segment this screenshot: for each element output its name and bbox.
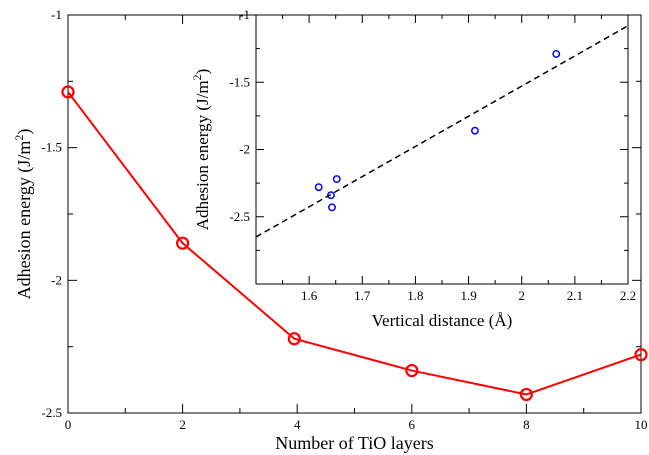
data-point: [519, 387, 534, 402]
inset-data-point: [332, 175, 341, 184]
series-line: [67, 91, 642, 396]
x-tick-label: 8: [523, 417, 530, 432]
x-tick-label: 0: [65, 417, 72, 432]
x-tick-label: 10: [635, 417, 648, 432]
inset-x-tick-label: 2.1: [567, 288, 583, 303]
inset-x-tick-label: 1.7: [354, 288, 371, 303]
inset-y-tick-label: -1.5: [229, 74, 250, 89]
inset-y-axis-label: Adhesion energy (J/m2): [190, 69, 212, 231]
inset-data-point: [328, 203, 336, 212]
inset-y-tick-label: -2: [239, 142, 250, 157]
inset-x-tick-label: 2: [518, 288, 525, 303]
y-axis-label-sup: 2: [12, 135, 26, 141]
inset-fit-line: [255, 25, 629, 238]
x-tick-label: 4: [294, 417, 301, 432]
y-tick-label: -2.5: [41, 405, 62, 420]
y-axis-label-tail: ): [14, 129, 35, 135]
y-axis-label: Adhesion energy (J/m2): [12, 129, 35, 300]
y-tick-label: -1.5: [41, 140, 62, 155]
inset-y-tick-label: -2.5: [229, 209, 250, 224]
data-point: [61, 85, 75, 99]
inset-x-tick-label: 1.8: [407, 288, 423, 303]
inset-data-point: [326, 191, 335, 200]
y-tick-label: -1: [51, 7, 62, 22]
inset-x-tick-label: 1.6: [301, 288, 318, 303]
inset-y-tick-label: -1: [239, 7, 250, 22]
x-tick-label: 6: [409, 417, 416, 432]
x-axis-label: Number of TiO layers: [275, 433, 434, 453]
inset-chart: 1.6 1.7 1.8 1.9 2 2.1 2.2 -2.5 -2 -1.5 -1 Vertical …: [190, 7, 636, 330]
inset-x-tick-label: 1.9: [460, 288, 476, 303]
inset-data-point: [314, 183, 323, 192]
inset-x-axis-label: Vertical distance (Å): [372, 311, 513, 330]
inset-y-axis-label-sup: 2: [190, 74, 204, 80]
data-point: [634, 348, 648, 362]
inset-data-point: [470, 126, 479, 135]
inset-plot-frame: [255, 14, 629, 285]
data-point: [176, 236, 190, 250]
y-axis-label-main: Adhesion energy (J/m: [14, 141, 35, 300]
data-point: [405, 363, 419, 378]
inset-y-axis-label-tail: ): [193, 69, 212, 75]
x-tick-label: 2: [179, 417, 186, 432]
y-tick-label: -2: [51, 272, 62, 287]
data-point: [287, 332, 301, 346]
inset-y-axis-label-main: Adhesion energy (J/m: [193, 80, 212, 230]
inset-x-tick-label: 2.2: [620, 288, 636, 303]
inset-data-point: [552, 50, 561, 58]
